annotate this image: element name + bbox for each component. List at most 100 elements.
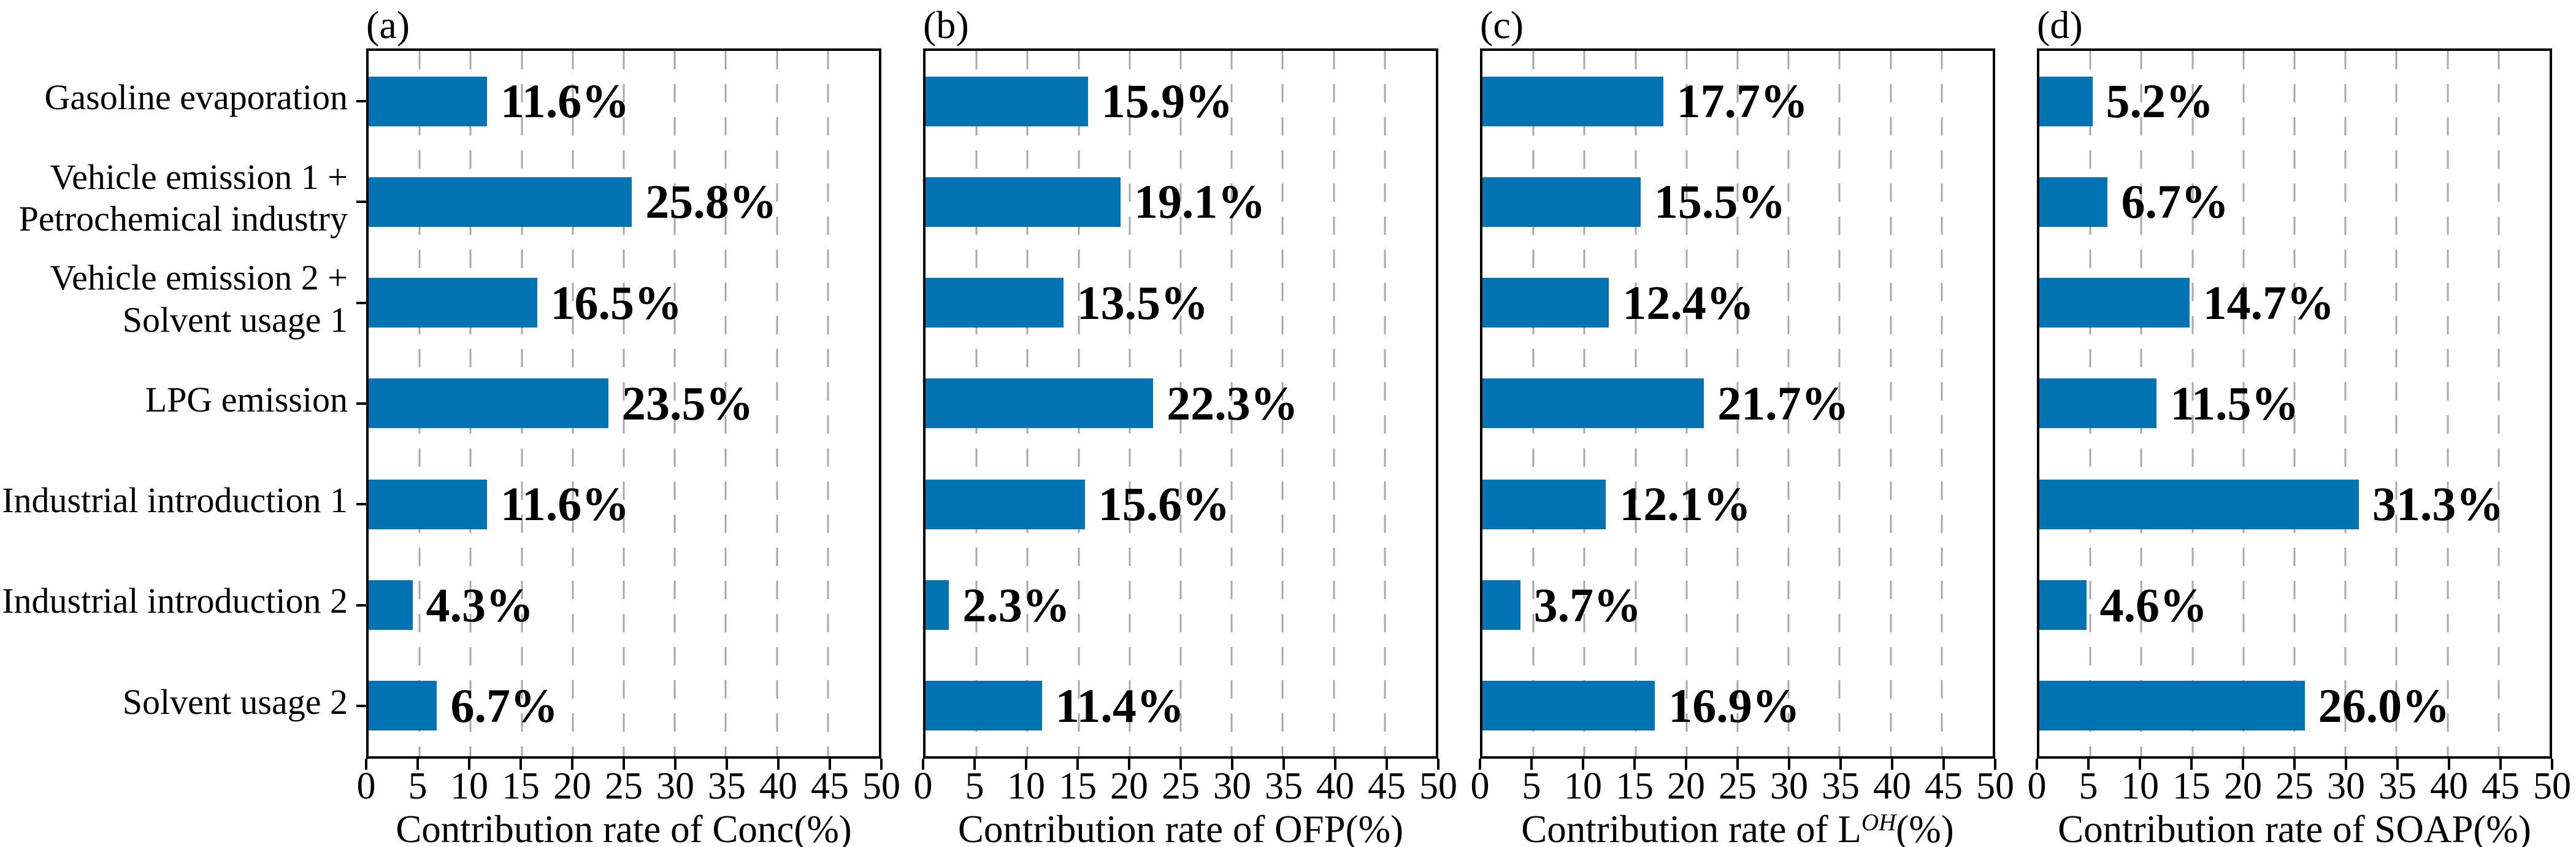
x-tick-mark: [674, 759, 677, 770]
x-tick-label: 5: [408, 765, 427, 807]
x-tick-label: 50: [1976, 765, 2014, 807]
category-label: Industrial introduction 2: [0, 551, 348, 651]
x-tick-mark: [1386, 759, 1388, 770]
gridline: [1384, 51, 1386, 756]
bar: [2039, 278, 2190, 328]
x-tick-mark: [1479, 759, 1481, 770]
x-tick-label: 15: [2172, 765, 2210, 807]
bar: [369, 378, 609, 429]
x-tick-label: 40: [2430, 765, 2468, 807]
bar: [369, 479, 488, 529]
gridline: [2447, 51, 2449, 756]
x-axis-label-suffix: (%): [1896, 808, 1954, 847]
bar: [369, 580, 413, 630]
x-tick-mark: [726, 759, 728, 770]
bar-row: 16.9%: [1482, 656, 1993, 756]
bar: [2039, 378, 2157, 429]
panel-b-x-axis-ticks: 0 5 10 15 20 25 30 35 40 45 50: [914, 759, 1457, 808]
x-tick-label: 25: [1162, 765, 1200, 807]
x-tick-label: 20: [553, 765, 591, 807]
gridline: [673, 51, 676, 756]
x-tick-mark: [1788, 759, 1790, 770]
x-tick-mark: [1891, 759, 1893, 770]
category-axis: Gasoline evaporation Vehicle emission 1 +…: [0, 0, 359, 753]
category-label-line: Solvent usage 1: [122, 299, 348, 340]
gridline: [724, 51, 727, 756]
bar-value-label: 3.7%: [1533, 578, 1642, 632]
gridline: [2293, 51, 2296, 756]
x-tick-mark: [1685, 759, 1687, 770]
x-tick-mark: [880, 759, 883, 770]
bar-row: 5.2%: [2039, 51, 2550, 151]
y-tick-mark: [356, 100, 366, 103]
x-tick-label: 0: [356, 765, 376, 807]
x-tick-mark: [1231, 759, 1233, 770]
bar: [926, 177, 1121, 227]
bar-row: 11.5%: [2039, 353, 2550, 454]
bar-value-label: 4.3%: [426, 578, 534, 632]
x-tick-mark: [2448, 759, 2450, 770]
x-tick-label: 10: [2121, 765, 2159, 807]
x-tick-label: 20: [2224, 765, 2262, 807]
x-tick-label: 50: [2533, 765, 2571, 807]
bar: [369, 681, 437, 731]
gridline: [1230, 51, 1233, 756]
x-tick-label: 35: [2379, 765, 2417, 807]
bar-row: 4.3%: [369, 554, 879, 655]
bar-row: 4.6%: [2039, 554, 2550, 655]
x-tick-label: 15: [1059, 765, 1097, 807]
x-tick-label: 50: [1419, 765, 1457, 807]
bar-row: 11.6%: [369, 51, 879, 151]
bar: [1482, 479, 1606, 529]
y-tick-mark: [356, 604, 366, 607]
x-tick-mark: [829, 759, 831, 770]
x-tick-mark: [1530, 759, 1533, 770]
bar: [1482, 76, 1663, 126]
x-tick-mark: [2190, 759, 2193, 770]
bar: [2039, 177, 2108, 227]
bar: [2039, 479, 2359, 529]
x-tick-label: 20: [1110, 765, 1148, 807]
bar-row: 6.7%: [369, 656, 879, 756]
gridline: [2497, 51, 2500, 756]
bar-row: 31.3%: [2039, 454, 2550, 554]
x-tick-label: 15: [502, 765, 540, 807]
panel-d-x-axis-ticks: 0 5 10 15 20 25 30 35 40 45 50: [2028, 759, 2571, 808]
bar: [369, 278, 537, 328]
bar-value-label: 19.1%: [1133, 175, 1266, 229]
x-tick-mark: [1179, 759, 1182, 770]
bar-value-label: 17.7%: [1676, 74, 1809, 128]
bar-value-label: 23.5%: [622, 376, 754, 430]
x-tick-mark: [416, 759, 419, 770]
bar-value-label: 5.2%: [2106, 74, 2214, 128]
x-tick-mark: [623, 759, 625, 770]
x-tick-mark: [1128, 759, 1130, 770]
x-tick-mark: [2396, 759, 2399, 770]
x-tick-label: 10: [1007, 765, 1045, 807]
y-tick-mark: [356, 503, 366, 506]
x-tick-label: 25: [1719, 765, 1757, 807]
x-tick-label: 20: [1667, 765, 1705, 807]
bar: [369, 76, 488, 126]
bar-value-label: 25.8%: [645, 175, 777, 229]
category-label: Solvent usage 2: [0, 652, 348, 753]
bar: [926, 378, 1154, 429]
bar-value-label: 14.7%: [2202, 275, 2335, 329]
gridline: [1890, 51, 1892, 756]
panel-d-x-axis-label: Contribution rate of SOAP(%): [2037, 808, 2552, 847]
x-tick-mark: [1076, 759, 1079, 770]
x-tick-label: 30: [1213, 765, 1251, 807]
panel-c-letter: (c): [1480, 3, 1524, 47]
x-axis-label-superscript: OH: [1861, 809, 1896, 836]
bar-row: 12.1%: [1482, 454, 1993, 554]
panel-b-plot-area: 15.9% 19.1% 13.5% 22.3% 15.6% 2.3% 11.4%: [923, 48, 1438, 759]
x-tick-mark: [922, 759, 924, 770]
category-label: Industrial introduction 1: [0, 450, 348, 551]
gridline: [2395, 51, 2398, 756]
x-tick-mark: [1437, 759, 1439, 770]
x-tick-label: 45: [811, 765, 849, 807]
x-axis-label-text: Contribution rate of L: [1521, 808, 1861, 847]
bar: [926, 681, 1042, 731]
